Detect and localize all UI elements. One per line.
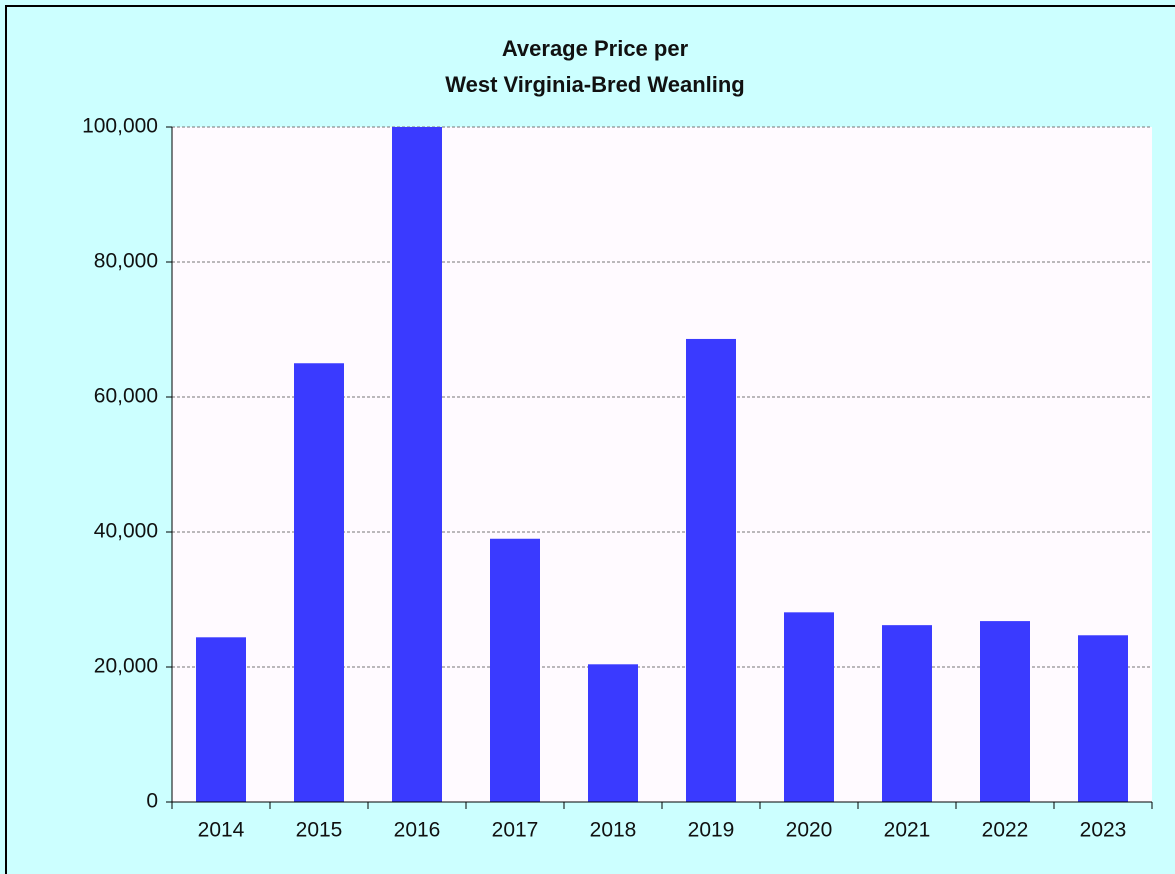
- y-tick-label: 80,000: [94, 250, 158, 273]
- y-tick-label: 100,000: [82, 115, 158, 138]
- bar: [882, 625, 932, 802]
- x-tick-label: 2014: [198, 819, 245, 842]
- x-tick-label: 2023: [1080, 819, 1127, 842]
- y-tick-label: 20,000: [94, 655, 158, 678]
- bar: [490, 538, 540, 802]
- bar: [686, 338, 736, 802]
- bar: [588, 664, 638, 802]
- x-tick-label: 2022: [982, 819, 1029, 842]
- bar: [980, 621, 1030, 802]
- chart-title: Average Price per: [502, 36, 689, 61]
- bar: [784, 612, 834, 802]
- bar: [1078, 635, 1128, 802]
- bar: [294, 363, 344, 802]
- x-tick-label: 2020: [786, 819, 833, 842]
- y-tick-label: 0: [146, 790, 158, 813]
- x-tick-label: 2018: [590, 819, 637, 842]
- x-tick-label: 2019: [688, 819, 735, 842]
- x-tick-label: 2015: [296, 819, 343, 842]
- frame: [5, 5, 1175, 874]
- bar: [392, 127, 442, 802]
- y-tick-label: 60,000: [94, 385, 158, 408]
- x-tick-label: 2021: [884, 819, 931, 842]
- x-tick-label: 2017: [492, 819, 539, 842]
- x-tick-label: 2016: [394, 819, 441, 842]
- y-tick-label: 40,000: [94, 520, 158, 543]
- chart-title: West Virginia-Bred Weanling: [445, 72, 745, 97]
- bar: [196, 637, 246, 802]
